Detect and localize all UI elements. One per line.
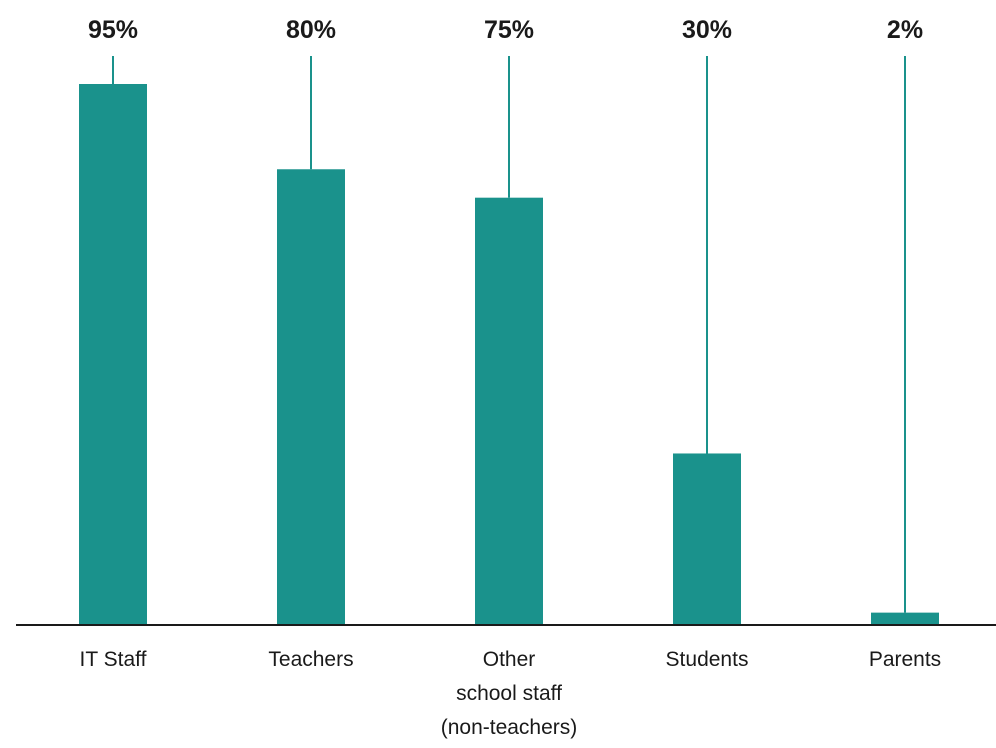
category-labels: IT Staff Teachers Other school staff (non-te… [80,648,942,739]
value-label: 80% [286,16,336,44]
value-label: 2% [887,16,923,44]
bar [475,197,543,624]
bar [79,84,147,624]
value-label: 75% [484,16,534,44]
category-label: Other [483,648,536,671]
bars [79,84,939,624]
category-label: (non-teachers) [441,716,578,739]
value-label: 95% [88,16,138,44]
category-label: Parents [869,648,941,671]
bar [871,612,939,624]
leader-lines [112,56,906,613]
value-labels: 95% 80% 75% 30% 2% [88,16,923,44]
category-label: IT Staff [80,648,147,671]
category-label: school staff [456,682,562,705]
bar [673,453,741,624]
bar [277,169,345,624]
value-label: 30% [682,16,732,44]
category-label: Teachers [268,648,353,671]
category-label: Students [666,648,749,671]
